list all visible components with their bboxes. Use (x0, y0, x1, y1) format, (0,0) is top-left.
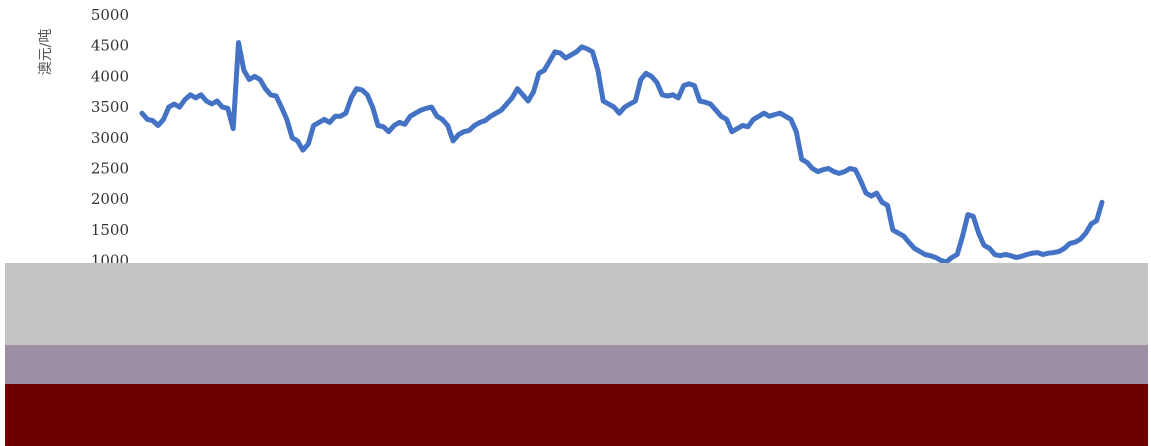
y-tick-label: 2500 (91, 160, 129, 178)
series-line (139, 40, 1105, 265)
overlay-band-red (5, 384, 1148, 446)
y-tick-label: 2000 (91, 190, 129, 208)
y-tick-label: 1500 (91, 221, 129, 239)
y-tick-label: 3000 (91, 129, 129, 147)
y-tick-label: 5000 (91, 6, 129, 24)
y-tick-label: 4500 (91, 37, 129, 55)
overlay-band-purple (5, 345, 1148, 387)
overlay-band-gray (5, 263, 1148, 345)
y-tick-label: 4000 (91, 67, 129, 85)
y-axis-label: 澳元/吨 (38, 29, 54, 76)
y-tick-label: 3500 (91, 98, 129, 116)
